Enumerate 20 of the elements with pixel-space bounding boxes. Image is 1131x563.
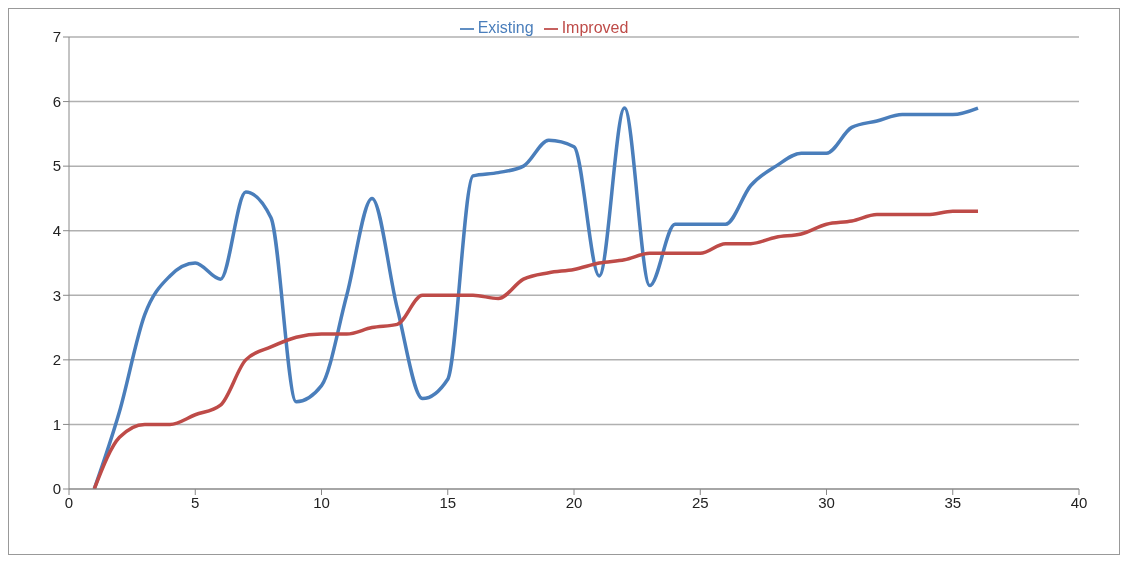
y-tick-label: 1 bbox=[52, 415, 61, 433]
x-tick-label: 20 bbox=[565, 493, 583, 511]
x-tick-label: 15 bbox=[439, 493, 457, 511]
legend-label: Existing bbox=[477, 19, 534, 36]
y-tick-label: 2 bbox=[52, 351, 61, 369]
x-tick-label: 25 bbox=[691, 493, 709, 511]
y-tick-label: 3 bbox=[52, 286, 61, 304]
y-tick-label: 5 bbox=[52, 157, 61, 175]
x-tick-label: 35 bbox=[944, 493, 962, 511]
x-tick-label: 40 bbox=[1070, 493, 1088, 511]
x-tick-label: 10 bbox=[313, 493, 330, 511]
y-tick-label: 6 bbox=[52, 92, 61, 110]
x-tick-label: 0 bbox=[64, 493, 74, 511]
line-series bbox=[92, 209, 980, 489]
y-tick-label: 0 bbox=[52, 480, 61, 498]
y-tick-label: 7 bbox=[52, 28, 61, 46]
x-tick-label: 5 bbox=[191, 493, 200, 511]
x-tick-label: 30 bbox=[818, 493, 835, 511]
y-tick-label: 4 bbox=[52, 222, 61, 240]
legend-label: Improved bbox=[561, 19, 629, 36]
